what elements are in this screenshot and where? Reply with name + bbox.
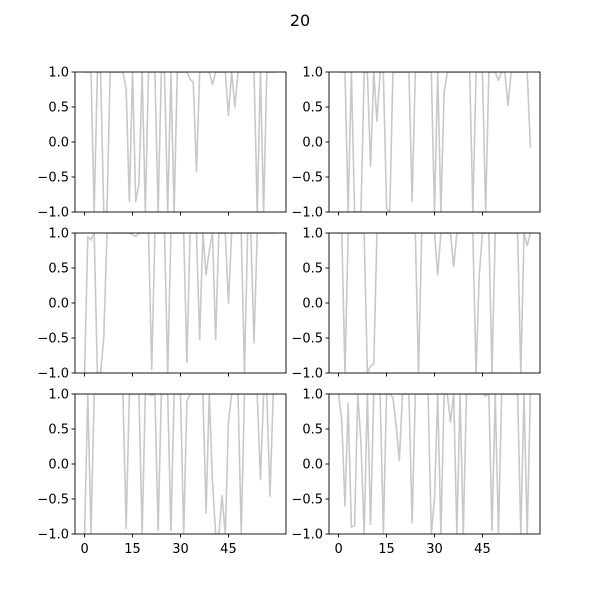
axes-frame bbox=[328, 393, 541, 535]
y-tick-label: 0.5 bbox=[302, 101, 323, 116]
y-tick-label: 0.5 bbox=[48, 423, 69, 438]
y-tick-label: −1.0 bbox=[291, 367, 323, 382]
subplot-1: −1.0 −0.5 0.0 0.5 1.0 bbox=[37, 66, 287, 221]
subplot-5: −1.0 −0.5 0.0 0.5 1.0 0 15 30 45 bbox=[37, 388, 287, 557]
x-tick-label: 0 bbox=[80, 542, 88, 557]
y-tick-label: 0.0 bbox=[302, 297, 323, 312]
y-tick-label: −0.5 bbox=[291, 332, 323, 347]
y-tick-label: 0.5 bbox=[302, 423, 323, 438]
series-line bbox=[84, 72, 277, 212]
y-tick-label: −0.5 bbox=[37, 171, 69, 186]
y-tick-label: 0.0 bbox=[48, 136, 69, 151]
series-line bbox=[83, 233, 277, 373]
y-tick-label: −0.5 bbox=[37, 493, 69, 508]
y-tick-label: 0.0 bbox=[48, 297, 69, 312]
y-tick-label: 1.0 bbox=[302, 227, 323, 242]
y-tick-label: −1.0 bbox=[37, 206, 69, 221]
series-line bbox=[338, 72, 532, 212]
subplot-grid: −1.0 −0.5 0.0 0.5 1.0 −1.0 −0.5 0.0 0.5 1.0 −1.0 −0… bbox=[37, 66, 541, 557]
y-tick-label: −0.5 bbox=[37, 332, 69, 347]
y-tick-label: 0.5 bbox=[302, 262, 323, 277]
y-tick-label: −0.5 bbox=[291, 171, 323, 186]
subplot-2: −1.0 −0.5 0.0 0.5 1.0 bbox=[291, 66, 541, 221]
y-tick-label: −1.0 bbox=[37, 528, 69, 543]
x-tick-label: 30 bbox=[172, 542, 189, 557]
y-tick-label: −1.0 bbox=[37, 367, 69, 382]
chart-title: 20 bbox=[290, 11, 310, 30]
subplot-6: −1.0 −0.5 0.0 0.5 1.0 0 15 30 45 bbox=[291, 388, 541, 557]
y-tick-label: −1.0 bbox=[291, 528, 323, 543]
x-tick-label: 15 bbox=[124, 542, 141, 557]
y-tick-label: 0.5 bbox=[48, 101, 69, 116]
y-tick-label: 1.0 bbox=[48, 227, 69, 242]
y-tick-label: 0.0 bbox=[48, 458, 69, 473]
x-tick-label: 0 bbox=[334, 542, 342, 557]
axes-frame bbox=[328, 232, 541, 374]
series-line bbox=[83, 394, 277, 534]
y-tick-label: 0.0 bbox=[302, 458, 323, 473]
y-tick-label: 1.0 bbox=[48, 388, 69, 403]
y-tick-label: 1.0 bbox=[302, 66, 323, 81]
x-tick-label: 30 bbox=[426, 542, 443, 557]
y-tick-label: 0.5 bbox=[48, 262, 69, 277]
x-tick-label: 15 bbox=[378, 542, 395, 557]
series-line bbox=[338, 233, 532, 373]
subplot-4: −1.0 −0.5 0.0 0.5 1.0 bbox=[291, 227, 541, 382]
y-tick-label: −1.0 bbox=[291, 206, 323, 221]
y-tick-label: 1.0 bbox=[48, 66, 69, 81]
x-tick-label: 45 bbox=[220, 542, 237, 557]
subplot-3: −1.0 −0.5 0.0 0.5 1.0 bbox=[37, 227, 287, 382]
x-tick-label: 45 bbox=[474, 542, 491, 557]
y-tick-label: 0.0 bbox=[302, 136, 323, 151]
series-line bbox=[337, 394, 532, 534]
y-tick-label: −0.5 bbox=[291, 493, 323, 508]
y-tick-label: 1.0 bbox=[302, 388, 323, 403]
